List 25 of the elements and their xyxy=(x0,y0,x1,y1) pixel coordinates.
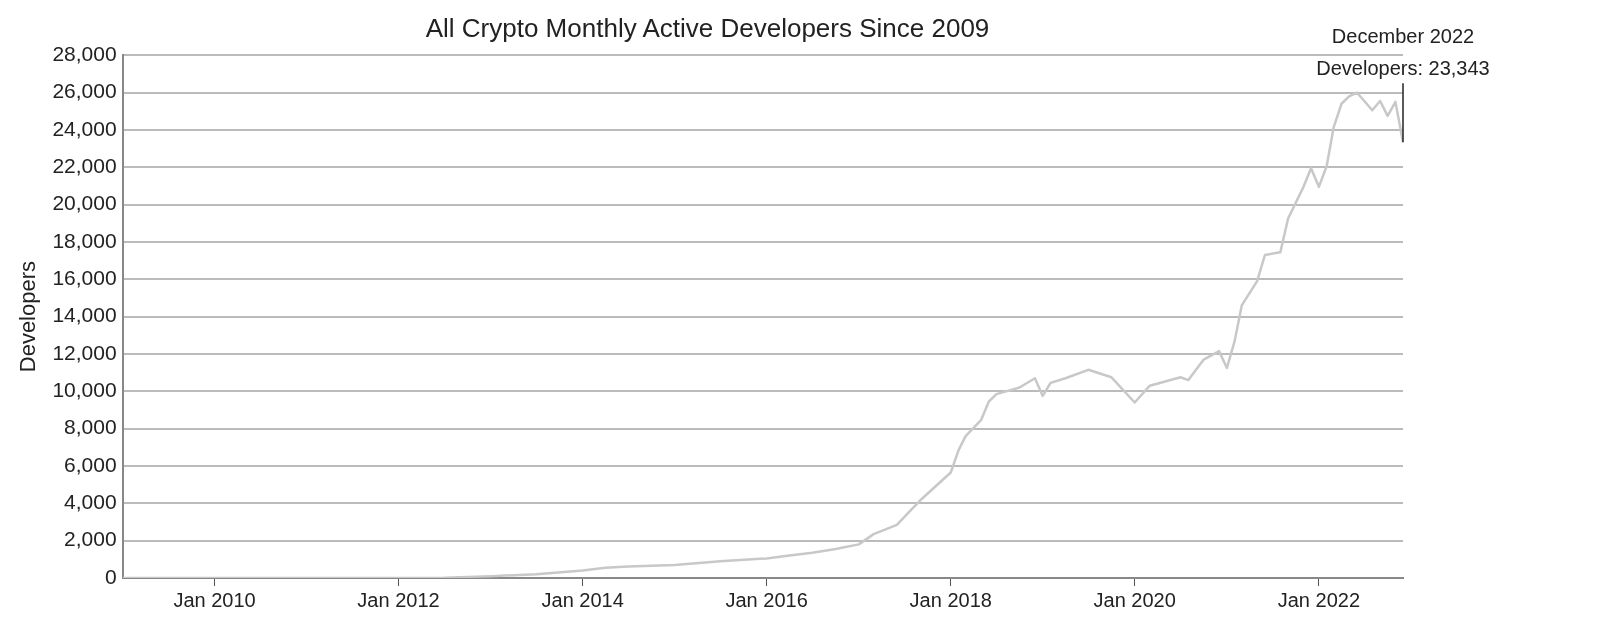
chart-title: All Crypto Monthly Active Developers Since 2009 xyxy=(425,12,990,43)
y-tick-label: 18,000 xyxy=(52,228,117,252)
y-tick-label: 28,000 xyxy=(52,42,117,65)
x-tick-label: Jan 2016 xyxy=(725,588,808,611)
y-tick-label: 2,000 xyxy=(64,527,117,551)
x-tick-label: Jan 2012 xyxy=(357,588,440,611)
x-tick-label: Jan 2020 xyxy=(1093,588,1176,611)
y-tick-label: 24,000 xyxy=(52,116,117,140)
y-tick-label: 16,000 xyxy=(52,266,117,290)
x-tick-label: Jan 2018 xyxy=(909,588,992,611)
annotation: December 2022 Developers: 23,343 xyxy=(1316,25,1490,80)
y-tick-label: 0 xyxy=(104,564,117,588)
y-tick-label: 10,000 xyxy=(52,378,117,402)
y-tick-label: 4,000 xyxy=(64,490,117,514)
y-tick-label: 8,000 xyxy=(64,415,117,439)
y-tick-label: 14,000 xyxy=(52,303,117,327)
y-tick-label: 12,000 xyxy=(52,340,117,364)
y-tick-label: 6,000 xyxy=(64,452,117,476)
y-axis-title: Developers xyxy=(15,260,41,373)
x-tick-label: Jan 2014 xyxy=(541,588,624,611)
y-tick-label: 22,000 xyxy=(52,154,117,178)
x-tick-label: Jan 2022 xyxy=(1277,588,1360,611)
x-tick-label: Jan 2010 xyxy=(173,588,256,611)
y-tick-label: 20,000 xyxy=(52,191,117,215)
y-tick-label: 26,000 xyxy=(52,79,117,103)
